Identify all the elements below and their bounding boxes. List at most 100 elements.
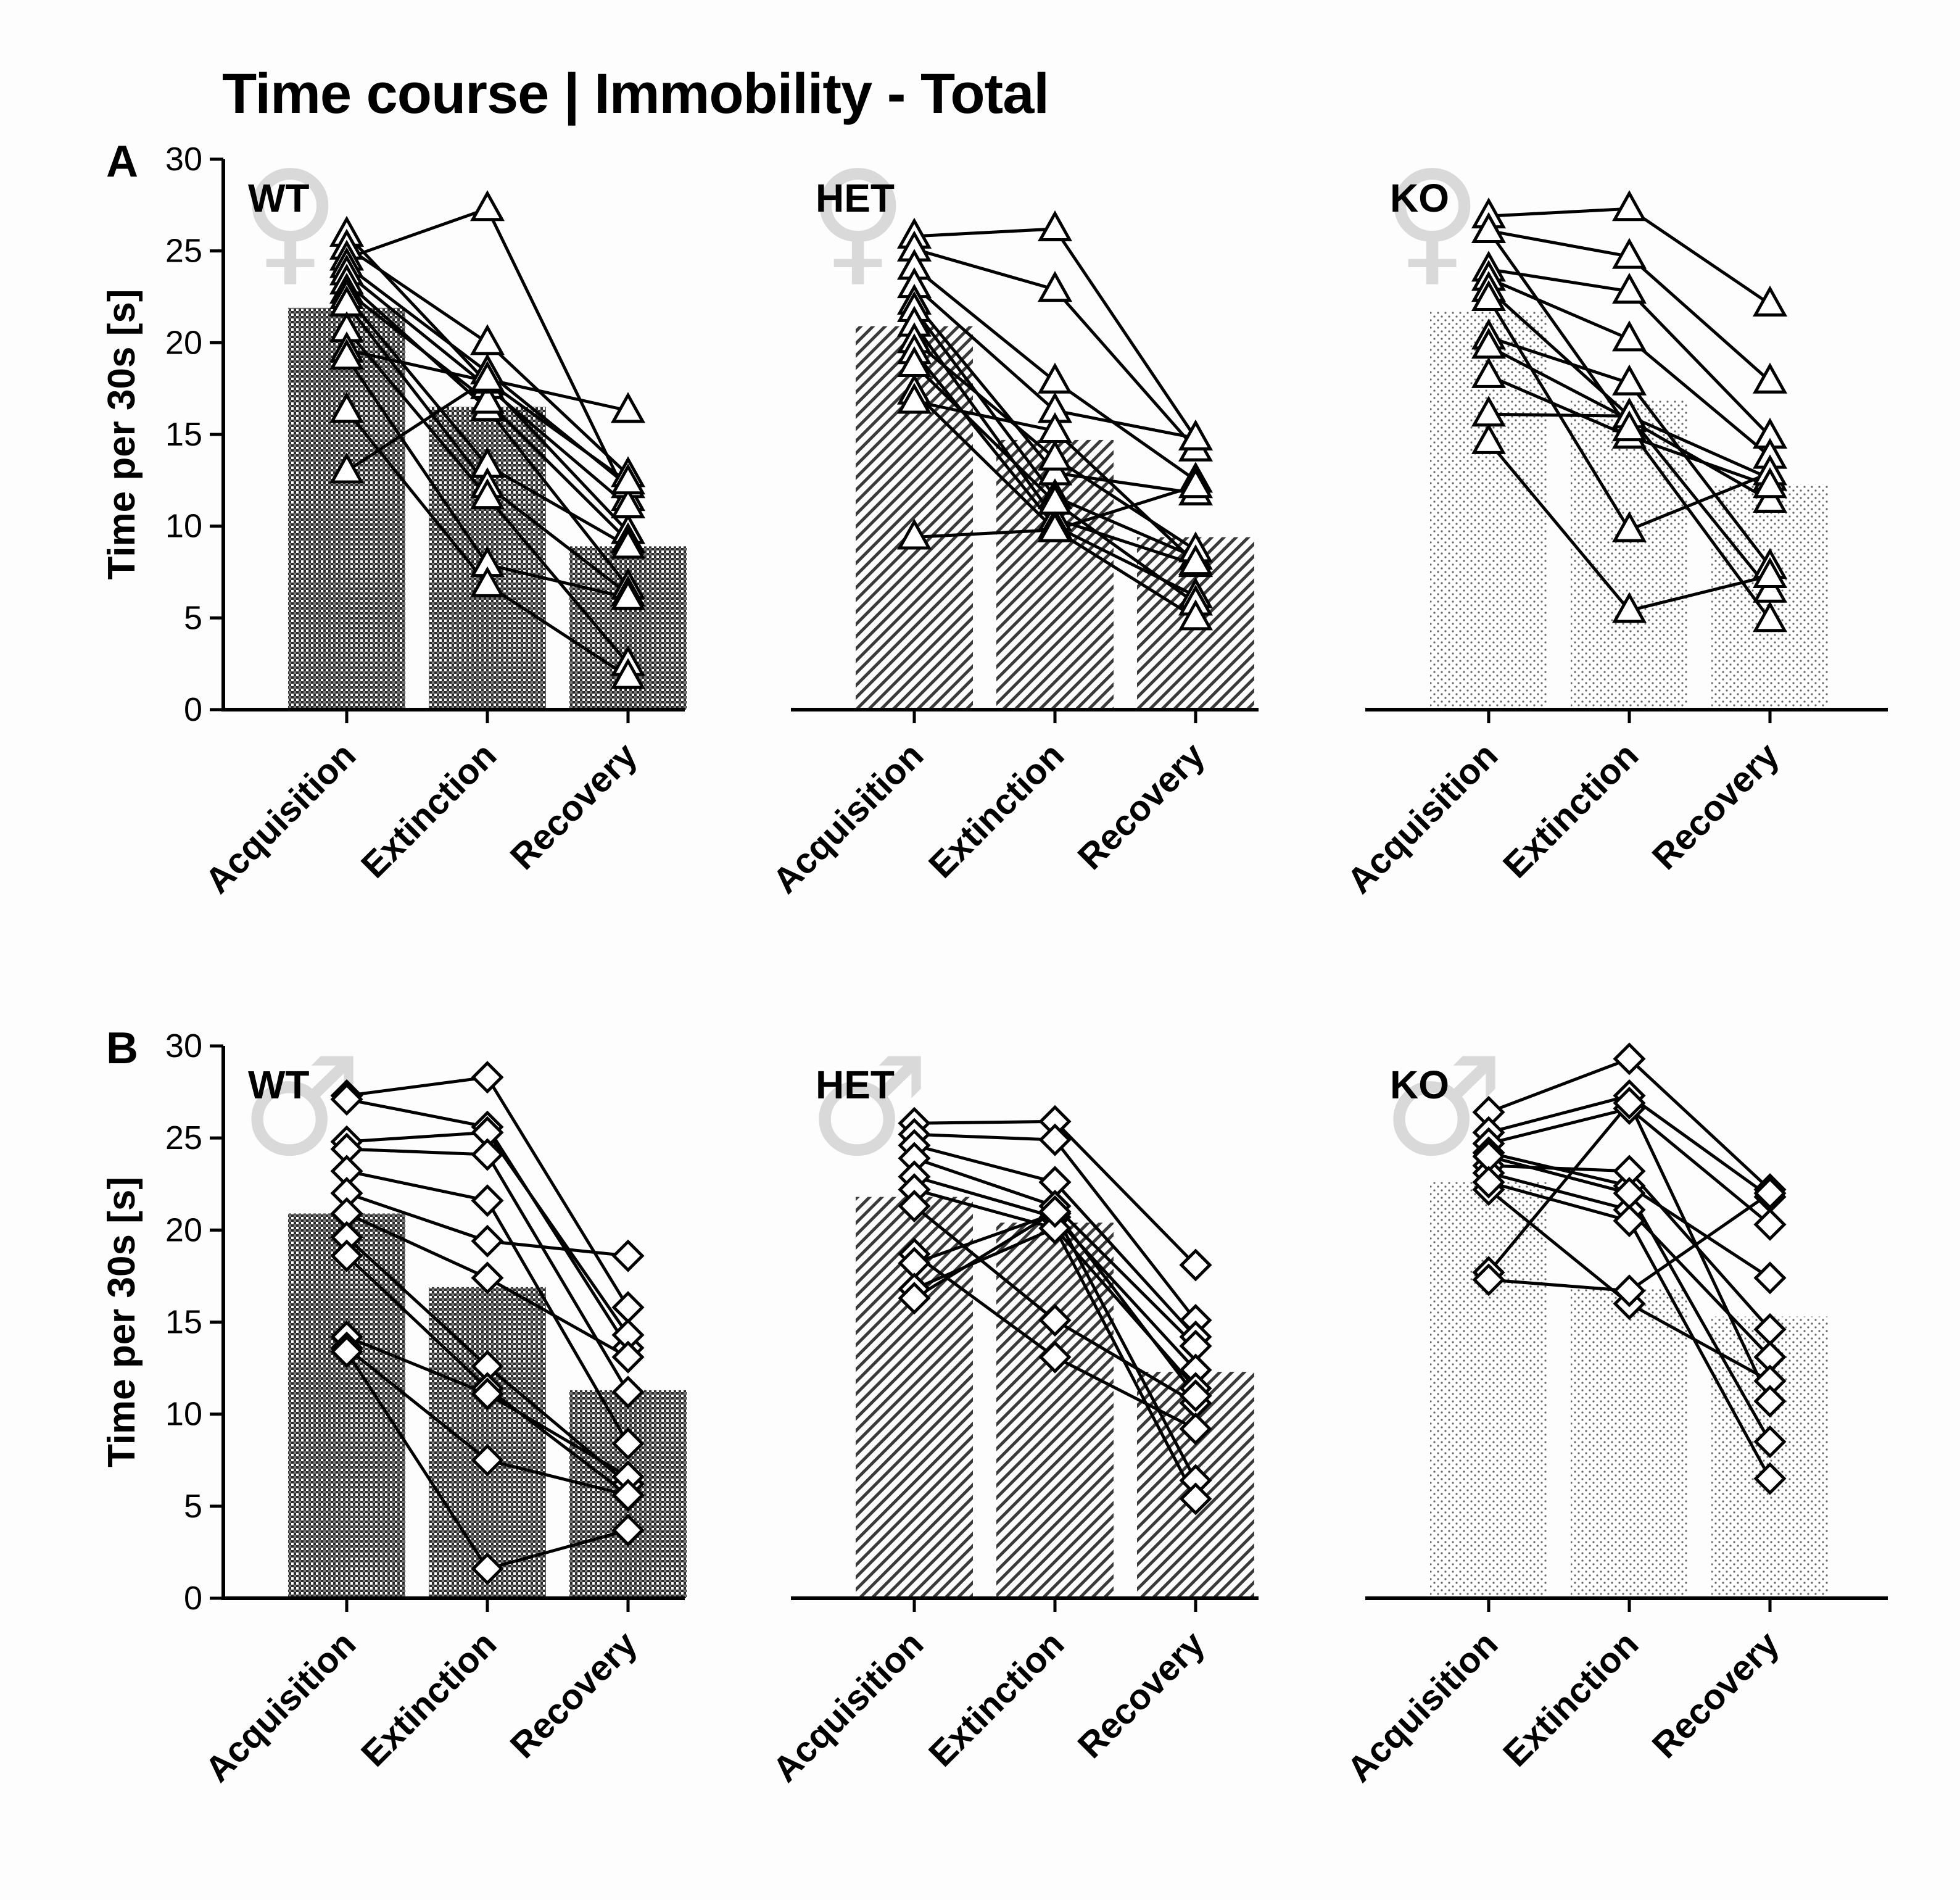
data-point-diamond [471, 1261, 504, 1295]
bar-extinction [1571, 1288, 1688, 1598]
bar-extinction [996, 1222, 1114, 1598]
data-point-diamond [330, 1082, 363, 1116]
data-point-diamond [1753, 1462, 1787, 1495]
data-point-triangle [610, 579, 646, 610]
y-tick-label: 15 [165, 1304, 202, 1341]
data-point-diamond [1613, 1274, 1646, 1308]
data-point-diamond [1613, 1086, 1646, 1120]
y-tick-label: 0 [184, 691, 202, 728]
data-point-diamond [611, 1291, 645, 1324]
data-point-diamond [1753, 1208, 1787, 1241]
data-point-diamond [1038, 1123, 1072, 1156]
data-point-triangle [610, 487, 646, 518]
female-symbol-icon: ♀ [1383, 141, 1482, 299]
y-tick-label: 15 [165, 416, 202, 453]
y-tick-label: 25 [165, 1119, 202, 1156]
data-point-diamond [1753, 1425, 1787, 1458]
data-point-diamond [471, 1552, 504, 1585]
x-tick-label-recovery: Recovery [503, 1624, 645, 1766]
data-point-diamond [898, 1282, 931, 1315]
data-point-diamond [611, 1340, 645, 1374]
data-point-triangle [1611, 511, 1647, 542]
x-tick-label-acquisition: Acquisition [1339, 735, 1505, 901]
data-point-triangle [1752, 601, 1788, 633]
y-tick-label: 0 [184, 1580, 202, 1617]
y-tick-label: 30 [165, 1027, 202, 1064]
data-point-triangle [610, 392, 646, 423]
data-point-diamond [611, 1479, 645, 1512]
genotype-label: WT [248, 1063, 310, 1107]
data-point-triangle [1471, 212, 1507, 243]
data-point-diamond [471, 1443, 504, 1477]
data-point-triangle [469, 324, 505, 355]
x-tick-label-recovery: Recovery [1070, 1624, 1213, 1766]
data-point-diamond [1038, 1211, 1072, 1245]
data-point-diamond [1179, 1482, 1212, 1516]
bar-extinction [429, 1287, 546, 1598]
x-tick-label-recovery: Recovery [1070, 735, 1213, 877]
data-point-triangle [469, 566, 505, 597]
data-point-diamond [1179, 1248, 1212, 1282]
data-point-diamond [1472, 1263, 1505, 1296]
data-point-diamond [471, 1184, 504, 1218]
data-point-triangle [1611, 592, 1647, 623]
data-point-triangle [1611, 320, 1647, 352]
data-point-diamond [330, 1335, 363, 1368]
x-tick-label-acquisition: Acquisition [197, 735, 363, 901]
data-point-triangle [1471, 357, 1507, 388]
y-tick-label: 20 [165, 324, 202, 361]
data-point-triangle [1178, 467, 1214, 499]
data-point-diamond [1179, 1379, 1212, 1413]
x-tick-label-recovery: Recovery [503, 735, 645, 877]
data-point-diamond [471, 1377, 504, 1411]
data-point-triangle [610, 658, 646, 689]
data-point-diamond [1179, 1412, 1212, 1446]
data-point-diamond [611, 1514, 645, 1547]
data-point-diamond [1613, 1204, 1646, 1237]
female-symbol-icon: ♀ [808, 141, 908, 299]
data-point-triangle [610, 463, 646, 495]
data-point-triangle [1752, 467, 1788, 499]
data-point-diamond [471, 1138, 504, 1171]
genotype-label: WT [248, 176, 310, 220]
bar-acquisition [288, 1213, 405, 1598]
data-point-triangle [1752, 362, 1788, 394]
x-tick-label-recovery: Recovery [1645, 735, 1787, 877]
data-point-diamond [611, 1375, 645, 1409]
data-point-triangle [329, 452, 365, 484]
genotype-label: HET [816, 1063, 895, 1107]
data-point-diamond [1472, 1166, 1505, 1199]
x-tick-label-extinction: Extinction [921, 1624, 1072, 1774]
data-point-triangle [1471, 423, 1507, 454]
data-point-diamond [330, 1239, 363, 1272]
data-point-triangle [469, 360, 505, 392]
data-point-triangle [1037, 439, 1073, 471]
x-tick-label-extinction: Extinction [354, 735, 504, 886]
data-point-triangle [1752, 481, 1788, 513]
x-tick-label-acquisition: Acquisition [765, 735, 931, 901]
data-point-diamond [1753, 1385, 1787, 1418]
data-point-triangle [1611, 190, 1647, 222]
panel-label-b: B [106, 1024, 138, 1073]
female-symbol-icon: ♀ [241, 141, 340, 299]
data-point-triangle [329, 338, 365, 370]
genotype-label: KO [1390, 176, 1449, 220]
y-tick-label: 30 [165, 141, 202, 178]
data-point-diamond [611, 1239, 645, 1272]
genotype-label: HET [816, 176, 895, 220]
data-point-triangle [610, 528, 646, 559]
x-tick-label-extinction: Extinction [1495, 735, 1646, 886]
panel-label-a: A [106, 137, 138, 186]
data-point-triangle [1752, 285, 1788, 317]
bar-acquisition [1430, 1182, 1547, 1598]
y-axis-label: Time per 30s [s] [101, 289, 143, 580]
genotype-label: KO [1390, 1063, 1449, 1107]
data-point-diamond [1753, 1261, 1787, 1295]
data-point-triangle [1037, 412, 1073, 444]
data-point-diamond [1038, 1340, 1072, 1374]
